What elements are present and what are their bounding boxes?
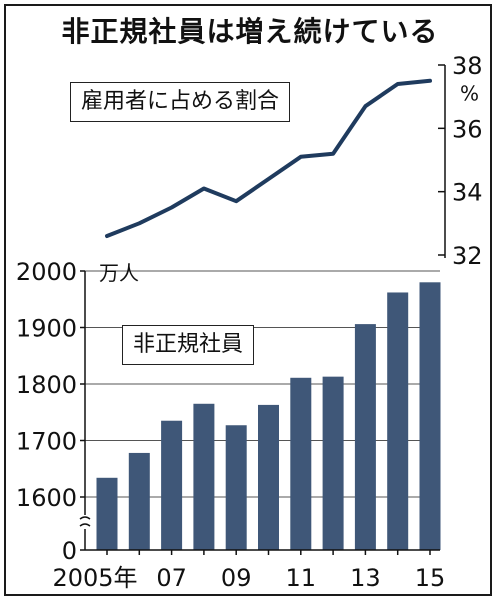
bar-y-tick-label: 1900 bbox=[16, 315, 77, 343]
bar-chart: 0 1600 1700 1800 1900 2000 万人 2005年 07 09 11 13 15 bbox=[16, 258, 445, 592]
bar-y-tick-label: 1800 bbox=[16, 371, 77, 399]
axis-break-mark bbox=[79, 516, 91, 527]
share-data-point bbox=[203, 188, 205, 189]
x-tick-label: 11 bbox=[286, 564, 317, 592]
headcount-bar bbox=[225, 425, 247, 550]
x-tick-label: 13 bbox=[350, 564, 381, 592]
bar-y-tick-label: 2000 bbox=[16, 258, 77, 286]
share-data-point bbox=[300, 156, 302, 158]
headcount-bar bbox=[387, 292, 409, 550]
headcount-bar bbox=[322, 376, 344, 550]
share-data-point bbox=[106, 235, 108, 237]
x-tick-label: 09 bbox=[221, 564, 252, 592]
line-y-tick-label: 38 bbox=[452, 52, 483, 80]
bar-y-unit-label: 万人 bbox=[99, 261, 139, 285]
headcount-bar bbox=[419, 282, 441, 550]
headcount-bar bbox=[96, 477, 118, 550]
chart-title: 非正規社員は増え続けている bbox=[61, 15, 439, 48]
headcount-bar bbox=[161, 420, 183, 550]
bar-y-tick-label: 1600 bbox=[16, 484, 77, 512]
share-data-point bbox=[397, 83, 399, 85]
share-data-point bbox=[235, 200, 237, 202]
headcount-bar bbox=[354, 324, 376, 550]
x-tick-label: 07 bbox=[156, 564, 187, 592]
bar-series-label: 非正規社員 bbox=[122, 325, 255, 365]
headcount-bar bbox=[128, 452, 150, 550]
line-chart: 32 34 36 38% bbox=[105, 52, 483, 270]
line-y-unit-label: % bbox=[460, 81, 479, 105]
line-y-tick-label: 36 bbox=[452, 115, 483, 143]
chart-frame bbox=[4, 4, 492, 596]
share-data-point bbox=[364, 105, 366, 107]
share-data-point bbox=[332, 153, 334, 155]
line-series-label: 雇用者に占める割合 bbox=[70, 82, 291, 122]
headcount-bar bbox=[290, 377, 312, 550]
share-data-point bbox=[429, 80, 431, 82]
share-data-point bbox=[268, 178, 269, 180]
x-tick-label: 2005年 bbox=[52, 564, 137, 592]
bar-y-tick-label: 0 bbox=[62, 537, 77, 565]
share-data-point bbox=[138, 222, 140, 224]
line-y-tick-label: 34 bbox=[452, 179, 483, 207]
line-y-tick-label: 32 bbox=[452, 242, 483, 270]
x-tick-label: 15 bbox=[415, 564, 446, 592]
headcount-bar bbox=[193, 403, 215, 550]
share-data-point bbox=[171, 207, 173, 208]
bar-y-tick-label: 1700 bbox=[16, 428, 77, 456]
headcount-bar bbox=[258, 404, 279, 550]
